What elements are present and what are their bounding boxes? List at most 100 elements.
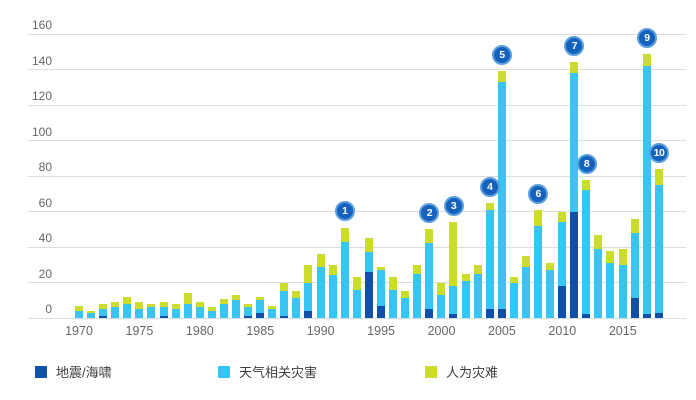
bar-1988 xyxy=(292,291,301,318)
gridline-120 xyxy=(28,104,686,106)
bar-segment-manmade-1996 xyxy=(389,277,398,290)
bar-segment-earthquake-1989 xyxy=(304,310,313,318)
bar-segment-weather-1989 xyxy=(304,282,313,311)
bar-2011 xyxy=(570,62,579,318)
event-badge-3: 3 xyxy=(443,196,464,217)
earthquake-color-swatch xyxy=(35,365,47,378)
bar-segment-weather-2018 xyxy=(654,184,663,313)
gridline-160 xyxy=(28,33,686,35)
x-tick-label-1970: 1970 xyxy=(65,324,93,338)
bar-1977 xyxy=(159,302,168,318)
bar-segment-manmade-2003 xyxy=(473,264,482,274)
bar-segment-weather-1992 xyxy=(340,241,349,318)
bar-segment-weather-1991 xyxy=(328,275,337,318)
bar-segment-manmade-1995 xyxy=(376,266,385,271)
bar-2010 xyxy=(558,211,567,318)
bar-segment-earthquake-2011 xyxy=(570,211,579,318)
y-tick-label-0: 0 xyxy=(45,302,52,316)
bar-segment-manmade-1970 xyxy=(75,305,83,311)
bar-2017 xyxy=(642,53,651,318)
bar-segment-weather-2001 xyxy=(449,286,458,315)
bar-segment-earthquake-1972 xyxy=(99,316,108,318)
bar-segment-manmade-2016 xyxy=(630,218,639,233)
weather-color-swatch xyxy=(218,365,230,378)
event-badge-10: 10 xyxy=(649,142,669,163)
bar-segment-manmade-2018 xyxy=(654,168,663,185)
bar-segment-manmade-1984 xyxy=(244,303,253,308)
bar-segment-manmade-2002 xyxy=(461,273,470,281)
x-tick-label-2015: 2015 xyxy=(608,324,637,338)
bar-segment-earthquake-1995 xyxy=(376,305,385,318)
bar-segment-earthquake-1985 xyxy=(256,312,265,318)
y-tick-label-60: 60 xyxy=(38,195,52,210)
bar-segment-weather-1981 xyxy=(207,310,216,318)
bar-segment-weather-2017 xyxy=(642,65,651,315)
bar-segment-manmade-1985 xyxy=(256,296,265,301)
bar-1994 xyxy=(364,238,373,318)
bar-segment-earthquake-2010 xyxy=(558,286,567,318)
x-tick-label-2005: 2005 xyxy=(488,324,516,338)
bar-segment-weather-1979 xyxy=(183,303,192,318)
bar-segment-earthquake-2016 xyxy=(630,298,639,318)
bar-segment-weather-1985 xyxy=(256,300,265,313)
bar-2004 xyxy=(485,202,494,318)
event-badge-7: 7 xyxy=(564,36,585,57)
gridline-100 xyxy=(28,140,686,141)
bar-segment-manmade-2012 xyxy=(582,179,591,191)
bar-segment-weather-2013 xyxy=(594,248,603,318)
bar-segment-weather-1986 xyxy=(268,309,277,318)
bar-segment-manmade-1983 xyxy=(232,294,241,301)
bar-segment-manmade-1980 xyxy=(195,302,204,308)
bar-segment-manmade-2004 xyxy=(485,202,494,210)
bar-segment-manmade-1992 xyxy=(340,227,349,242)
bar-segment-manmade-1987 xyxy=(280,282,289,292)
legend-label-weather: 天气相关灾害 xyxy=(239,365,318,380)
bar-1970 xyxy=(75,305,83,318)
bar-2000 xyxy=(437,282,446,318)
bar-segment-earthquake-2018 xyxy=(654,312,663,318)
bar-segment-weather-1993 xyxy=(352,289,361,318)
bar-1989 xyxy=(304,264,313,318)
bar-segment-weather-1975 xyxy=(135,309,144,318)
bar-segment-earthquake-1984 xyxy=(244,316,253,318)
bar-segment-earthquake-2005 xyxy=(497,309,506,318)
bar-1995 xyxy=(376,266,385,318)
bar-segment-weather-1997 xyxy=(401,298,410,318)
bar-segment-weather-2006 xyxy=(509,282,518,318)
bar-segment-weather-2005 xyxy=(497,81,506,310)
bar-2007 xyxy=(521,255,530,318)
bar-1992 xyxy=(340,227,349,318)
bar-segment-weather-1983 xyxy=(232,300,241,318)
bar-segment-weather-1970 xyxy=(75,310,83,318)
bar-2008 xyxy=(533,209,542,318)
event-badge-2: 2 xyxy=(419,203,440,224)
bar-segment-manmade-2008 xyxy=(533,209,542,226)
bar-segment-weather-1984 xyxy=(244,307,253,317)
bar-segment-weather-1995 xyxy=(376,270,385,306)
bar-segment-weather-1999 xyxy=(425,243,434,310)
bar-2001 xyxy=(449,222,458,318)
y-tick-label-120: 120 xyxy=(31,89,52,103)
legend-item-weather: 天气相关灾害 xyxy=(218,362,317,381)
bar-segment-manmade-2006 xyxy=(509,277,518,283)
bar-segment-weather-2000 xyxy=(437,294,446,318)
bar-1983 xyxy=(232,294,241,318)
bars-plot-area xyxy=(75,34,663,318)
bar-segment-manmade-1975 xyxy=(135,302,144,310)
bar-segment-weather-1996 xyxy=(389,289,398,318)
bar-1974 xyxy=(123,296,132,318)
bar-1981 xyxy=(207,307,216,318)
legend-item-earthquake: 地震/海啸 xyxy=(35,362,112,381)
y-tick-label-80: 80 xyxy=(38,160,52,174)
bar-segment-weather-1977 xyxy=(159,307,168,317)
event-badge-8: 8 xyxy=(576,153,597,174)
bar-segment-weather-1978 xyxy=(171,309,180,318)
bar-2014 xyxy=(606,250,615,318)
bar-2016 xyxy=(630,218,639,318)
gridline-40 xyxy=(28,246,686,248)
bar-segment-weather-2008 xyxy=(533,225,542,318)
bar-segment-earthquake-1994 xyxy=(364,271,373,318)
bar-2003 xyxy=(473,264,482,318)
bar-segment-weather-1976 xyxy=(147,307,156,318)
